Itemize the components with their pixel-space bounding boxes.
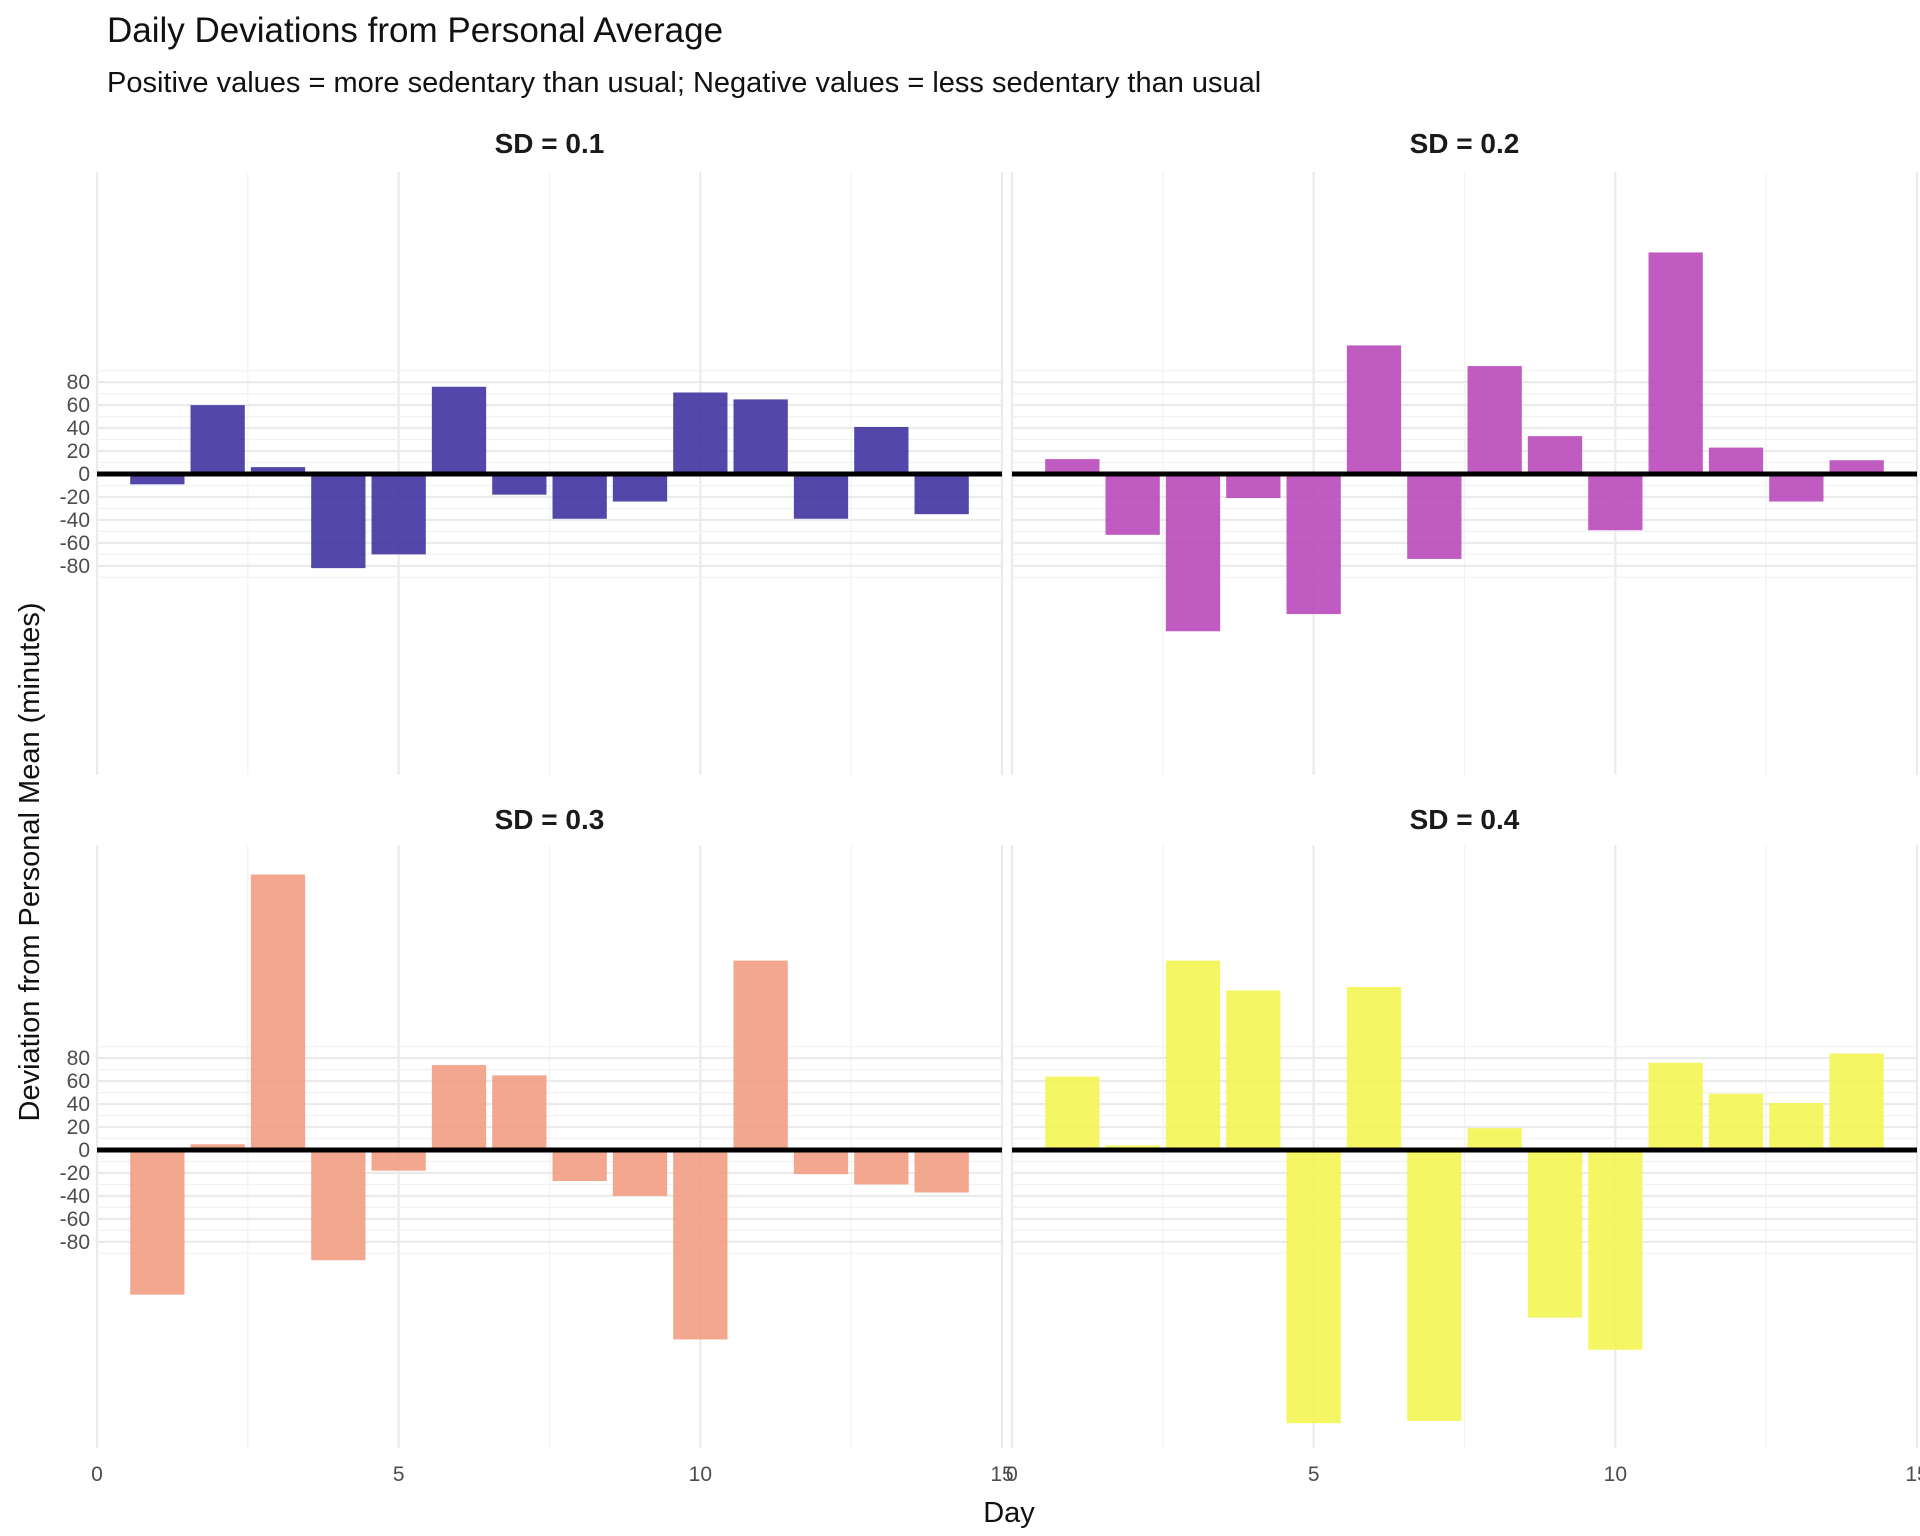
bar-day-5 bbox=[371, 474, 426, 555]
bar-day-11 bbox=[1648, 1062, 1703, 1150]
bar-day-9 bbox=[612, 1150, 668, 1196]
bar-day-1 bbox=[130, 1150, 185, 1295]
x-tick-label: 15 bbox=[990, 1463, 1013, 1486]
bar-day-3 bbox=[250, 467, 306, 474]
bar-day-6 bbox=[1346, 986, 1402, 1150]
bar-day-5 bbox=[1286, 474, 1341, 615]
y-tick-label: 20 bbox=[67, 1116, 90, 1139]
bar-day-12 bbox=[1708, 1093, 1764, 1150]
bar-day-10 bbox=[673, 392, 728, 474]
x-tick-label: 15 bbox=[1905, 1463, 1920, 1486]
y-tick-label: 0 bbox=[78, 1139, 90, 1162]
bar-day-1 bbox=[1045, 459, 1100, 474]
bar-day-13 bbox=[1769, 1102, 1824, 1150]
x-tick-label: 0 bbox=[91, 1463, 103, 1486]
facet-label: SD = 0.3 bbox=[495, 804, 605, 835]
bar-day-9 bbox=[1527, 436, 1583, 474]
facet-panel-4: SD = 0.4 0 5 10 15 bbox=[1006, 804, 1920, 1486]
bar-day-9 bbox=[1527, 1150, 1583, 1318]
y-axis-label: Deviation from Personal Mean (minutes) bbox=[14, 603, 46, 1122]
bar-day-5 bbox=[371, 1150, 426, 1171]
y-tick-label: 40 bbox=[67, 1093, 90, 1116]
y-tick-label: 40 bbox=[67, 417, 90, 440]
y-tick-label: -20 bbox=[60, 1162, 90, 1185]
bar-day-1 bbox=[1045, 1076, 1100, 1150]
bar-day-6 bbox=[431, 386, 487, 474]
facet-label: SD = 0.2 bbox=[1410, 128, 1520, 159]
chart-title: Daily Deviations from Personal Average bbox=[107, 11, 723, 50]
x-tick-label: 0 bbox=[1006, 1463, 1018, 1486]
y-tick-label: -60 bbox=[60, 1208, 90, 1231]
x-axis-label: Day bbox=[983, 1497, 1035, 1529]
bar-day-13 bbox=[1769, 474, 1824, 502]
bar-day-3 bbox=[250, 874, 306, 1150]
bar-day-14 bbox=[914, 474, 969, 515]
y-tick-label: -60 bbox=[60, 532, 90, 555]
y-tick-label: 80 bbox=[67, 1047, 90, 1070]
bar-day-10 bbox=[1588, 474, 1643, 531]
bar-day-13 bbox=[854, 1150, 909, 1185]
bar-day-11 bbox=[733, 399, 788, 474]
bar-day-4 bbox=[311, 1150, 366, 1261]
chart-subtitle: Positive values = more sedentary than us… bbox=[107, 67, 1261, 99]
bar-day-8 bbox=[552, 1150, 607, 1181]
x-tick-label: 5 bbox=[393, 1463, 405, 1486]
bar-day-8 bbox=[1467, 1128, 1522, 1150]
y-tick-label: -20 bbox=[60, 486, 90, 509]
bar-day-14 bbox=[1829, 1053, 1884, 1150]
y-tick-label: -80 bbox=[60, 1231, 90, 1254]
y-tick-label: 0 bbox=[78, 463, 90, 486]
bar-day-12 bbox=[1708, 447, 1764, 474]
bar-day-13 bbox=[854, 426, 909, 474]
bar-day-6 bbox=[1346, 345, 1402, 474]
bar-day-9 bbox=[612, 474, 668, 502]
bar-day-8 bbox=[1467, 366, 1522, 474]
bar-day-11 bbox=[1648, 252, 1703, 474]
bar-day-4 bbox=[1226, 474, 1281, 499]
bar-day-3 bbox=[1165, 960, 1221, 1150]
facet-panel-2: SD = 0.2 bbox=[1010, 128, 1919, 775]
bar-day-2 bbox=[190, 405, 245, 474]
bar-day-2 bbox=[190, 1144, 245, 1150]
y-tick-label: -40 bbox=[60, 509, 90, 532]
x-tick-label: 10 bbox=[1604, 1463, 1627, 1486]
x-tick-label: 5 bbox=[1308, 1463, 1320, 1486]
bar-day-11 bbox=[733, 960, 788, 1150]
y-tick-label: 60 bbox=[67, 1070, 90, 1093]
bar-day-2 bbox=[1105, 474, 1160, 535]
facet-label: SD = 0.1 bbox=[495, 128, 605, 159]
bar-day-14 bbox=[914, 1150, 969, 1193]
bar-day-8 bbox=[552, 474, 607, 519]
bar-day-6 bbox=[431, 1065, 487, 1150]
bar-day-7 bbox=[1407, 474, 1462, 559]
bar-day-5 bbox=[1286, 1150, 1341, 1424]
bar-day-1 bbox=[130, 474, 185, 485]
x-tick-label: 10 bbox=[689, 1463, 712, 1486]
bar-day-12 bbox=[793, 474, 849, 519]
bar-day-4 bbox=[311, 474, 366, 569]
bar-day-10 bbox=[1588, 1150, 1643, 1350]
y-tick-label: 20 bbox=[67, 440, 90, 463]
bar-day-12 bbox=[793, 1150, 849, 1175]
bar-day-10 bbox=[673, 1150, 728, 1340]
y-tick-label: -40 bbox=[60, 1185, 90, 1208]
facet-label: SD = 0.4 bbox=[1410, 804, 1520, 835]
bar-day-3 bbox=[1165, 474, 1221, 632]
bar-day-14 bbox=[1829, 460, 1884, 474]
y-tick-label: -80 bbox=[60, 555, 90, 578]
bar-day-7 bbox=[492, 1075, 547, 1150]
bar-day-4 bbox=[1226, 990, 1281, 1150]
y-tick-label: 80 bbox=[67, 371, 90, 394]
bar-day-7 bbox=[1407, 1150, 1462, 1421]
bar-day-7 bbox=[492, 474, 547, 495]
y-tick-label: 60 bbox=[67, 394, 90, 417]
